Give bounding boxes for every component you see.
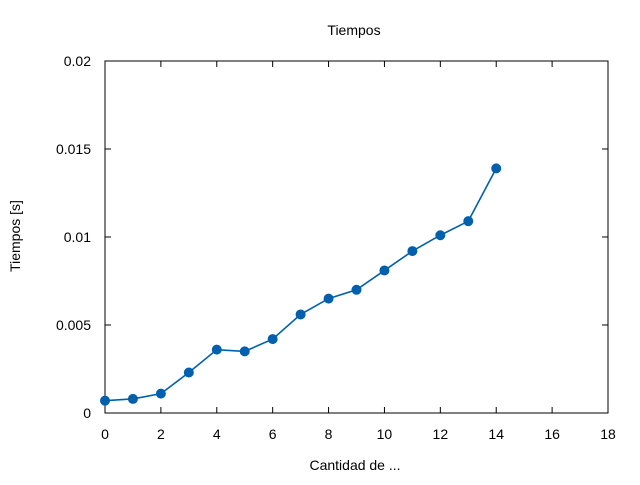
data-point (100, 395, 110, 406)
x-tick-label: 2 (157, 426, 165, 442)
data-point (295, 309, 306, 320)
axes: 0 2 4 6 8 10 12 14 16 18 0 0.005 0.01 0.015 0.02 (56, 53, 616, 442)
x-tick-label: 0 (101, 426, 109, 442)
y-tick-label: 0.015 (56, 141, 91, 157)
data-point (211, 344, 222, 355)
x-tick-label: 18 (600, 426, 616, 442)
data-point (127, 393, 138, 404)
data-point (407, 246, 418, 257)
x-tick-label: 8 (325, 426, 333, 442)
x-tick-label: 10 (377, 426, 393, 442)
x-tick-label: 6 (269, 426, 277, 442)
x-tick-label: 14 (488, 426, 504, 442)
y-tick-label: 0.02 (64, 53, 91, 69)
y-tick-label: 0.01 (64, 229, 91, 245)
data-point (155, 388, 166, 399)
x-tick-label: 12 (433, 426, 449, 442)
y-tick-label: 0.005 (56, 317, 91, 333)
x-axis-label: Cantidad de ... (309, 457, 400, 473)
data-point (435, 230, 446, 241)
y-axis-label: Tiempos [s] (7, 200, 23, 272)
data-series (100, 163, 502, 406)
data-point (463, 216, 474, 227)
data-point (379, 265, 390, 276)
x-tick-label: 4 (213, 426, 221, 442)
plot-frame (104, 60, 609, 414)
data-point (239, 346, 250, 357)
data-point (323, 293, 334, 304)
data-point (183, 367, 194, 378)
data-point (491, 163, 502, 174)
y-tick-label: 0 (83, 405, 91, 421)
data-point (267, 334, 278, 345)
chart-title: Tiempos (327, 22, 380, 38)
x-tick-label: 16 (544, 426, 560, 442)
series-line (104, 167, 497, 402)
data-point (351, 284, 362, 295)
